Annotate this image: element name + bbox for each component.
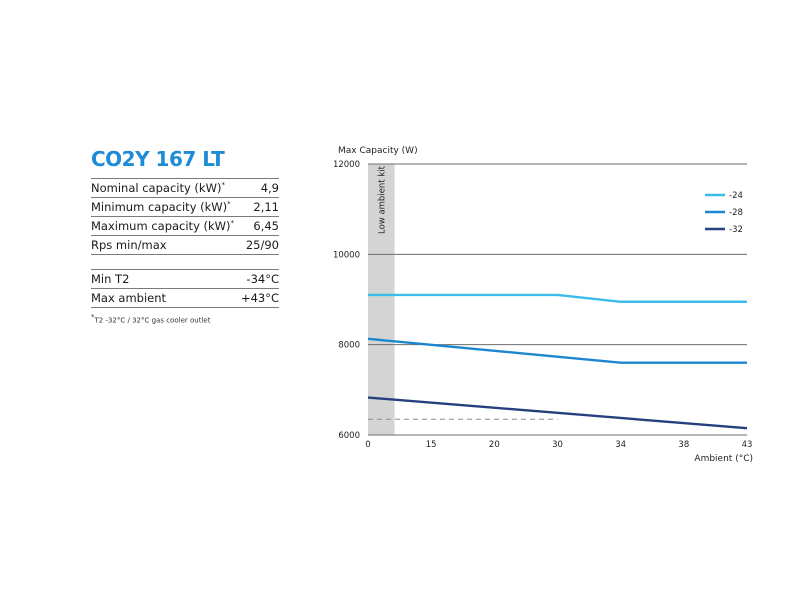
- spec-table-limits: Min T2 -34°C Max ambient +43°C: [91, 269, 279, 308]
- x-tick-label: 43: [742, 440, 753, 450]
- spec-label-text: Rps min/max: [91, 238, 167, 252]
- product-title: CO2Y 167 LT: [91, 147, 225, 171]
- spec-footnote-marker: *: [221, 181, 225, 190]
- footnote-text: T2 -32°C / 32°C gas cooler outlet: [94, 316, 211, 325]
- low-ambient-band-label: Low ambient kit: [377, 165, 387, 234]
- spec-row: Nominal capacity (kW)* 4,9: [91, 179, 279, 198]
- spec-row: Max ambient +43°C: [91, 289, 279, 308]
- spec-row: Min T2 -34°C: [91, 270, 279, 289]
- footnote: *T2 -32°C / 32°C gas cooler outlet: [91, 313, 279, 324]
- legend-label: -28: [729, 208, 743, 218]
- spec-row: Rps min/max 25/90: [91, 236, 279, 255]
- spec-value: 25/90: [245, 238, 279, 252]
- spec-label-text: Max ambient: [91, 291, 167, 305]
- x-tick-label: 15: [426, 440, 437, 450]
- legend-label: -32: [729, 225, 743, 235]
- x-tick-label: 20: [489, 440, 500, 450]
- spec-label-text: Nominal capacity (kW): [91, 181, 222, 195]
- spec-label-text: Minimum capacity (kW): [91, 200, 228, 214]
- x-tick-label: 0: [365, 440, 370, 450]
- spec-label: Nominal capacity (kW)*: [91, 176, 225, 197]
- legend-label: -24: [729, 191, 743, 201]
- y-tick-label: 12000: [333, 160, 360, 170]
- spec-table-capacity: Nominal capacity (kW)* 4,9 Minimum capacit…: [91, 178, 279, 255]
- spec-value: 6,45: [253, 219, 279, 233]
- series-line-3: [367, 396, 748, 430]
- spec-label: Rps min/max: [91, 236, 167, 254]
- spec-panel: CO2Y 167 LT Nominal capacity (kW)* 4,9 Min…: [91, 145, 279, 324]
- spec-row: Minimum capacity (kW)* 2,11: [91, 198, 279, 217]
- x-axis-title: Ambient (°C): [694, 454, 753, 464]
- spec-value: 2,11: [253, 200, 279, 214]
- footnote-marker: *: [91, 313, 95, 321]
- spec-label: Max ambient: [91, 289, 166, 307]
- capacity-chart: Low ambient kit 6000 8000 10000 12000 0 15 20 30…: [320, 138, 760, 468]
- x-tick-label: 38: [678, 440, 689, 450]
- x-tick-label: 30: [552, 440, 563, 450]
- spec-value: -34°C: [246, 272, 279, 286]
- spec-label: Min T2: [91, 270, 129, 288]
- y-tick-label: 6000: [338, 431, 360, 441]
- low-ambient-band: [368, 164, 395, 435]
- spec-value: 4,9: [260, 181, 279, 195]
- series-line-2: [367, 337, 747, 364]
- x-tick-label: 34: [615, 440, 626, 450]
- y-tick-label: 10000: [333, 250, 360, 260]
- spec-footnote-marker: *: [227, 200, 231, 209]
- spec-label-text: Maximum capacity (kW): [91, 219, 231, 233]
- spec-value: +43°C: [240, 291, 279, 305]
- series-line-1: [368, 293, 747, 303]
- y-axis-title: Max Capacity (W): [338, 146, 418, 156]
- spec-row: Maximum capacity (kW)* 6,45: [91, 217, 279, 236]
- spec-label: Maximum capacity (kW)*: [91, 214, 234, 235]
- chart-svg: Low ambient kit 6000 8000 10000 12000 0 15 20 30…: [333, 146, 753, 464]
- spec-label-text: Min T2: [91, 272, 130, 286]
- spec-footnote-marker: *: [230, 219, 235, 228]
- spec-label: Minimum capacity (kW)*: [91, 195, 231, 216]
- y-tick-label: 8000: [338, 341, 360, 351]
